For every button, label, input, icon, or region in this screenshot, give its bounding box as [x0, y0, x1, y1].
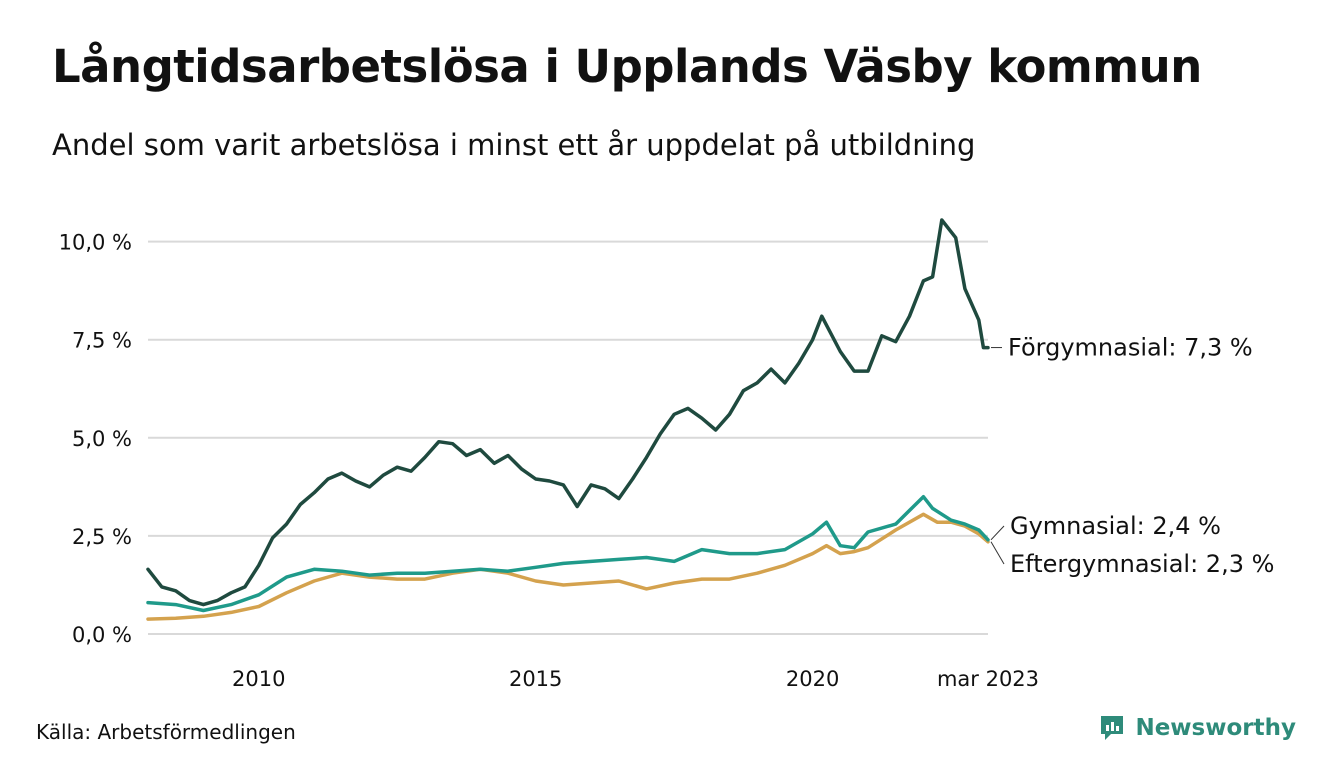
newsworthy-logo-icon [1101, 716, 1124, 740]
y-tick-label: 7,5 % [72, 329, 132, 353]
end-label-gymnasial: Gymnasial: 2,4 % [1010, 512, 1221, 540]
end-label-leader [990, 541, 1005, 565]
series-lines [146, 218, 990, 621]
y-tick-label: 10,0 % [59, 231, 132, 255]
x-axis-ticks: 2010 2015 2020 mar 2023 [232, 667, 1039, 691]
x-tick-label: 2015 [509, 667, 562, 691]
end-labels: Förgymnasial: 7,3 % Gymnasial: 2,4 % Efter… [990, 334, 1274, 578]
chart-subtitle: Andel som varit arbetslösa i minst ett å… [52, 128, 976, 162]
y-tick-label: 2,5 % [72, 525, 132, 549]
end-label-leader [990, 525, 1005, 541]
x-tick-label: mar 2023 [937, 667, 1039, 691]
brand-logo[interactable]: Newsworthy [1099, 714, 1296, 742]
gridlines [148, 240, 988, 635]
chart-title: Långtidsarbetslösa i Upplands Väsby komm… [52, 40, 1202, 93]
x-tick-label: 2010 [232, 667, 285, 691]
series-line-eftergymnasial [146, 512, 990, 621]
end-label-forgymnasial: Förgymnasial: 7,3 % [1008, 334, 1253, 362]
y-tick-label: 5,0 % [72, 427, 132, 451]
y-tick-label: 0,0 % [72, 623, 132, 647]
end-label-eftergymnasial: Eftergymnasial: 2,3 % [1010, 550, 1274, 578]
brand-name: Newsworthy [1135, 715, 1296, 741]
source-note: Källa: Arbetsförmedlingen [36, 720, 296, 744]
y-axis-ticks: 0,0 % 2,5 % 5,0 % 7,5 % 10,0 % [59, 231, 132, 647]
series-line-forgymnasial [146, 218, 990, 607]
x-tick-label: 2020 [786, 667, 839, 691]
series-line-gymnasial [146, 494, 990, 613]
